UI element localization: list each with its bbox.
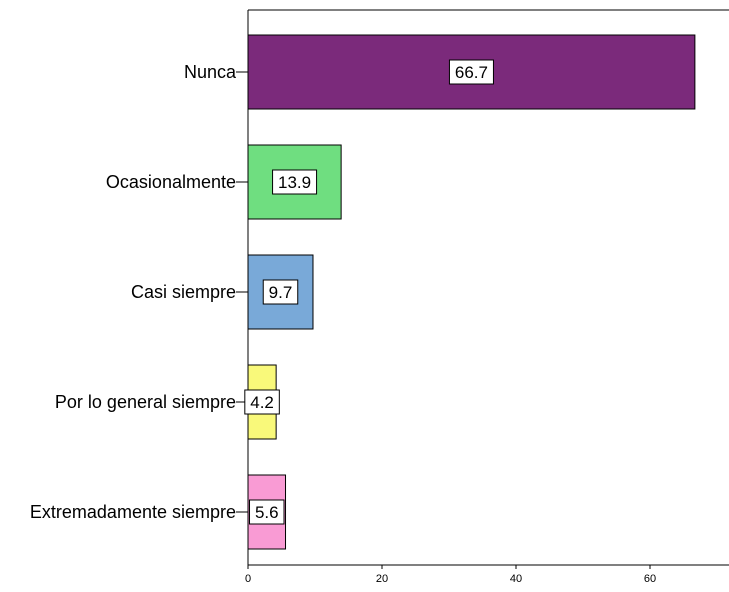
category-label-4: Extremadamente siempre xyxy=(30,502,236,522)
data-label-box-0 xyxy=(448,59,494,85)
data-label-4: 5.6 xyxy=(255,503,279,522)
bar-2 xyxy=(247,254,314,330)
x-tick-label-1: 20 xyxy=(376,573,388,585)
category-label-3: Por lo general siempre xyxy=(55,392,236,412)
x-tick-label-2: 40 xyxy=(510,573,522,585)
category-label-1: Ocasionalmente xyxy=(106,172,236,192)
data-label-box-1 xyxy=(272,169,318,195)
data-label-box-4 xyxy=(249,499,285,525)
x-tick-label-3: 60 xyxy=(644,573,656,585)
category-label-2: Casi siempre xyxy=(131,282,236,302)
data-label-box-3 xyxy=(244,389,280,415)
data-label-3: 4.2 xyxy=(250,393,274,412)
data-label-0: 66.7 xyxy=(455,63,488,82)
category-label-0: Nunca xyxy=(184,62,237,82)
data-label-box-2 xyxy=(262,279,299,305)
data-label-1: 13.9 xyxy=(278,173,311,192)
data-label-2: 9.7 xyxy=(269,283,293,302)
x-tick-label-0: 0 xyxy=(245,573,251,585)
